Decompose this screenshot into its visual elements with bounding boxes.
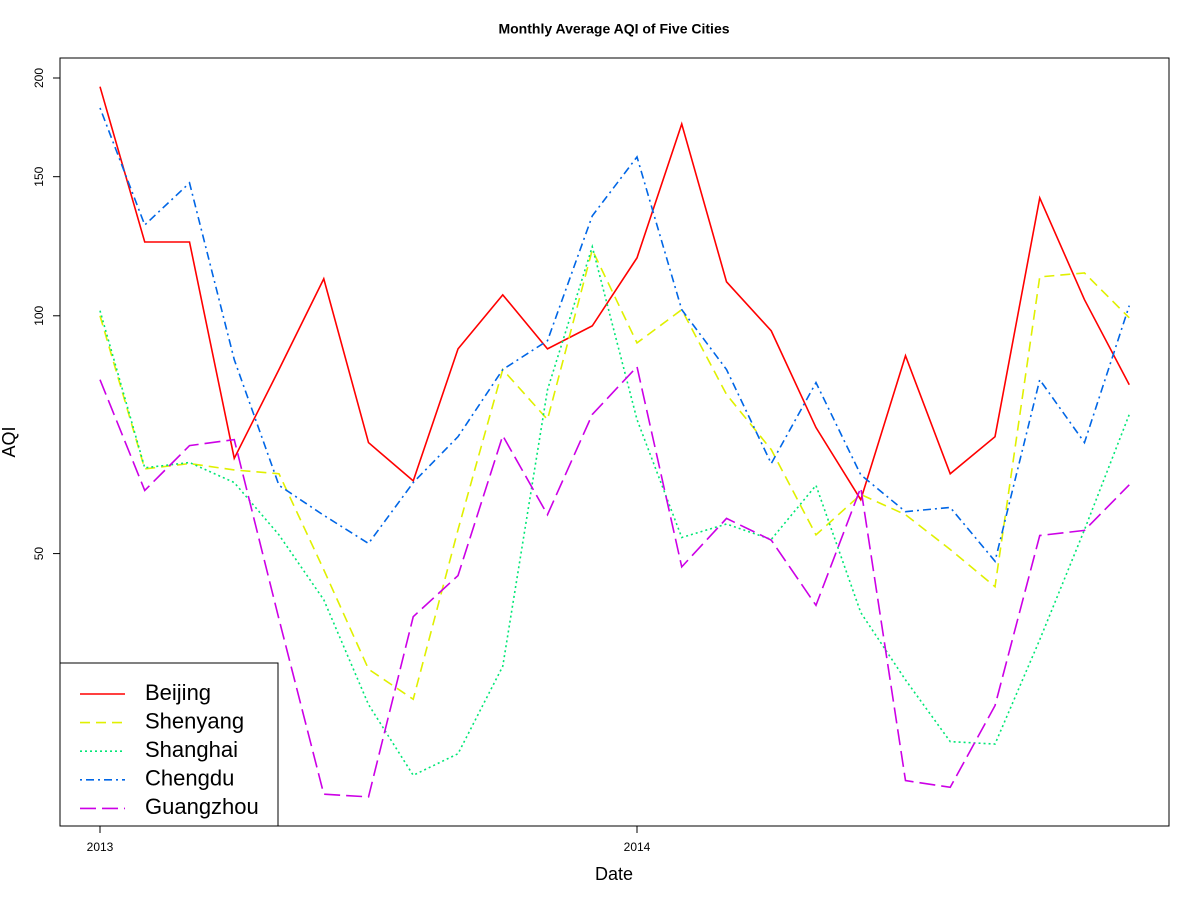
legend-label: Beijing bbox=[145, 680, 211, 705]
legend: Beijing Shenyang Shanghai Chengdu Guangzhou bbox=[59, 662, 279, 827]
legend-label: Shanghai bbox=[145, 737, 238, 762]
legend-box bbox=[59, 662, 279, 827]
y-tick-label: 50 bbox=[32, 547, 46, 561]
series-line bbox=[99, 86, 1130, 502]
x-tick-label: 2013 bbox=[87, 840, 114, 854]
legend-label: Shenyang bbox=[145, 708, 244, 733]
y-tick-label: 150 bbox=[32, 166, 46, 186]
x-axis-label: Date bbox=[595, 864, 633, 884]
x-tick-label: 2014 bbox=[624, 840, 651, 854]
y-tick-label: 100 bbox=[32, 305, 46, 325]
series-line bbox=[99, 247, 1130, 701]
y-tick-label: 200 bbox=[32, 68, 46, 88]
series-line bbox=[99, 107, 1131, 563]
plot-frame bbox=[59, 57, 1170, 827]
series-line bbox=[99, 365, 1130, 798]
chart-title: Monthly Average AQI of Five Cities bbox=[498, 21, 729, 37]
y-axis-label: AQI bbox=[0, 426, 19, 457]
legend-label: Guangzhou bbox=[145, 794, 259, 819]
legend-label: Chengdu bbox=[145, 766, 234, 791]
